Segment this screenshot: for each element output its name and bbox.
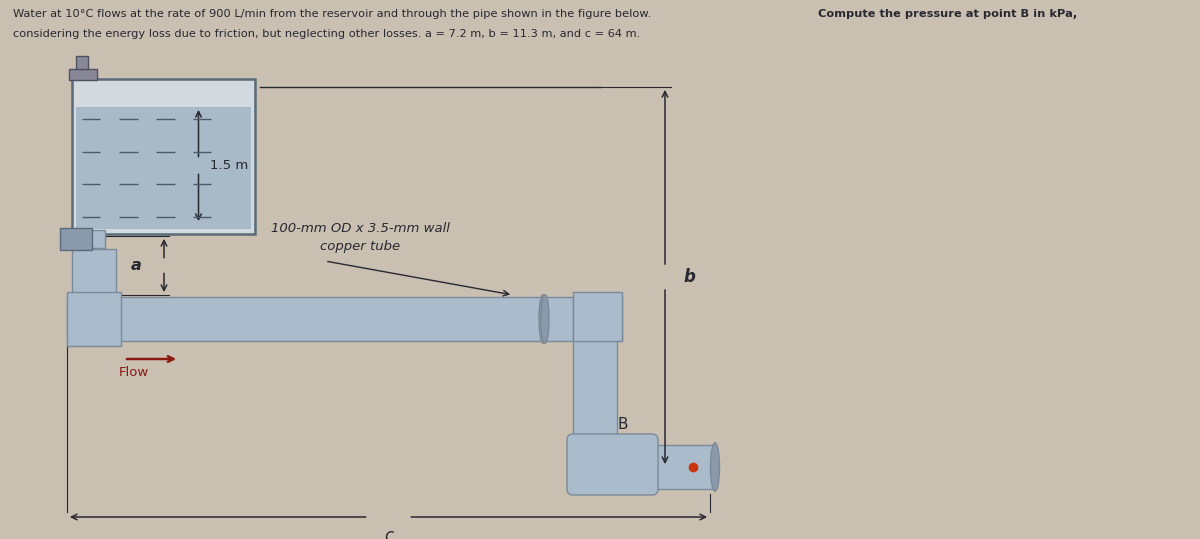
Bar — [76, 56, 88, 69]
Bar — [70, 69, 97, 80]
Ellipse shape — [710, 443, 720, 491]
Text: B: B — [618, 417, 629, 432]
Text: Water at 10°C flows at the rate of 900 L/min from the reservoir and through the : Water at 10°C flows at the rate of 900 L… — [13, 9, 655, 19]
Text: a: a — [131, 258, 142, 273]
Bar — [76, 107, 251, 229]
Text: considering the energy loss due to friction, but neglecting other losses. a = 7.: considering the energy loss due to frict… — [13, 29, 641, 39]
Text: b: b — [683, 268, 695, 286]
Bar — [67, 297, 542, 341]
Text: 100-mm OD x 3.5-mm wall: 100-mm OD x 3.5-mm wall — [270, 222, 450, 235]
Bar — [612, 445, 715, 489]
Bar — [574, 292, 622, 341]
Bar — [67, 292, 121, 346]
Bar — [574, 297, 617, 440]
Text: Flow: Flow — [119, 366, 149, 379]
Bar — [72, 79, 254, 234]
Bar — [545, 297, 622, 341]
Bar — [574, 440, 652, 489]
FancyBboxPatch shape — [568, 434, 658, 495]
Bar — [67, 230, 106, 248]
Ellipse shape — [539, 295, 547, 343]
Ellipse shape — [541, 295, 550, 343]
Text: 1.5 m: 1.5 m — [210, 159, 248, 172]
Bar — [72, 249, 116, 341]
Bar — [60, 228, 92, 250]
Text: Compute the pressure at point B in kPa,: Compute the pressure at point B in kPa, — [818, 9, 1078, 19]
Text: copper tube: copper tube — [320, 240, 400, 253]
Text: c: c — [384, 527, 394, 539]
